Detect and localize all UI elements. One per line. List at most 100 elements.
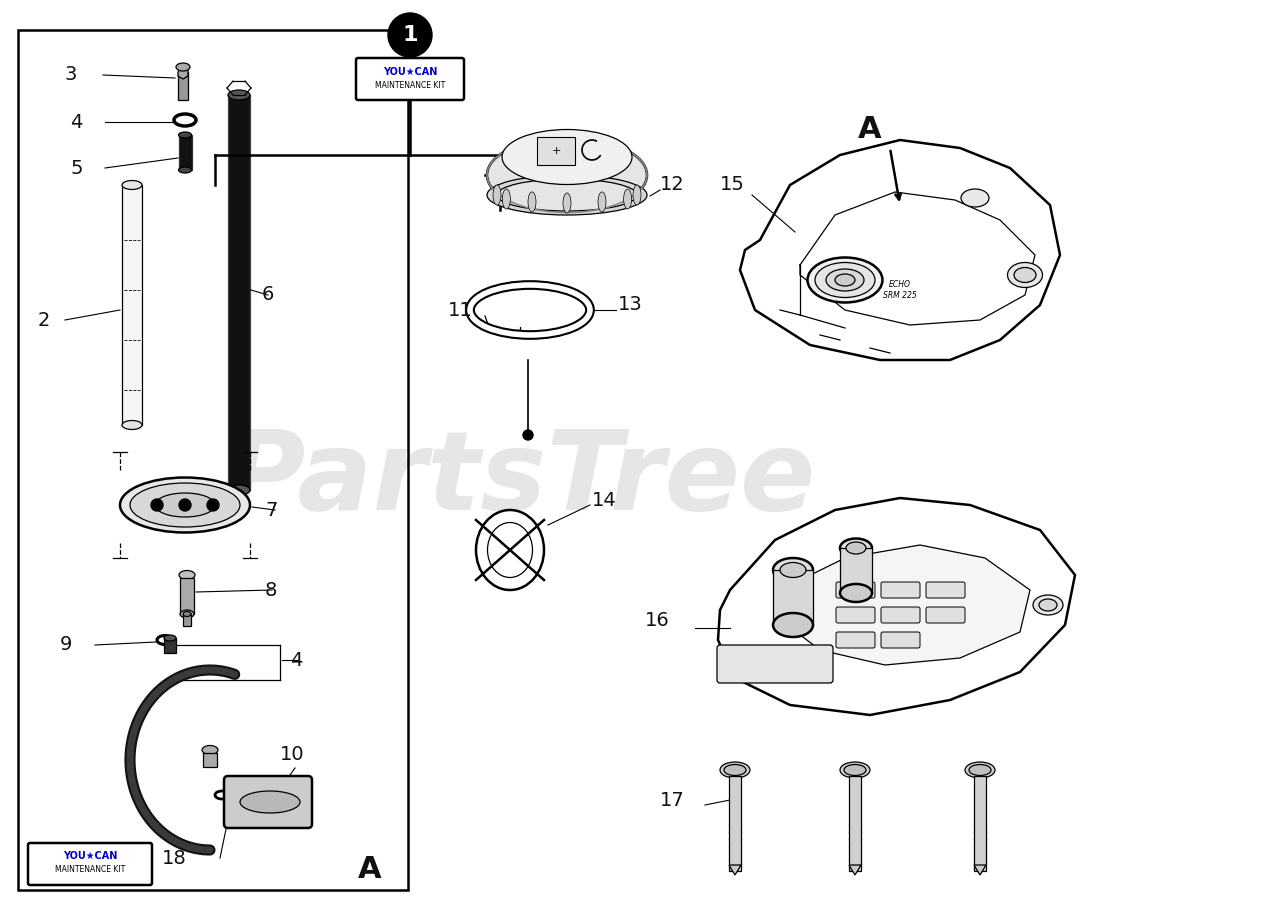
Text: YOU★CAN: YOU★CAN xyxy=(383,67,438,77)
Ellipse shape xyxy=(840,762,870,778)
Bar xyxy=(730,776,741,871)
Bar xyxy=(183,614,191,626)
Text: 4: 4 xyxy=(70,112,82,131)
Ellipse shape xyxy=(122,180,142,189)
Text: 6: 6 xyxy=(262,285,274,304)
Ellipse shape xyxy=(178,167,192,173)
Ellipse shape xyxy=(164,635,177,641)
Bar xyxy=(974,776,986,871)
Circle shape xyxy=(524,430,532,440)
Ellipse shape xyxy=(563,193,571,213)
Ellipse shape xyxy=(846,542,867,554)
FancyBboxPatch shape xyxy=(881,582,920,598)
Polygon shape xyxy=(178,65,188,79)
Bar xyxy=(538,137,575,165)
Text: 7: 7 xyxy=(265,500,278,519)
FancyBboxPatch shape xyxy=(925,582,965,598)
Text: 1: 1 xyxy=(402,25,417,45)
FancyBboxPatch shape xyxy=(28,843,152,885)
Ellipse shape xyxy=(719,762,750,778)
Circle shape xyxy=(179,499,191,511)
Text: 12: 12 xyxy=(660,176,685,195)
Ellipse shape xyxy=(1039,599,1057,611)
Text: 2: 2 xyxy=(38,311,50,330)
Text: A: A xyxy=(358,855,381,885)
Ellipse shape xyxy=(179,570,195,579)
Bar xyxy=(840,548,872,593)
Bar xyxy=(228,95,250,490)
Text: 13: 13 xyxy=(618,295,643,314)
FancyBboxPatch shape xyxy=(881,632,920,648)
FancyBboxPatch shape xyxy=(881,607,920,623)
Ellipse shape xyxy=(598,192,605,212)
Circle shape xyxy=(207,499,219,511)
Text: ECHO
SRM 225: ECHO SRM 225 xyxy=(883,281,916,300)
Ellipse shape xyxy=(131,483,241,527)
Ellipse shape xyxy=(177,63,189,71)
Bar xyxy=(773,570,813,625)
FancyBboxPatch shape xyxy=(836,632,876,648)
Text: 5: 5 xyxy=(70,159,82,178)
Text: MAINTENANCE KIT: MAINTENANCE KIT xyxy=(55,865,125,875)
Text: 11: 11 xyxy=(448,301,472,320)
Bar xyxy=(180,578,195,614)
Ellipse shape xyxy=(961,189,989,207)
Ellipse shape xyxy=(808,258,882,302)
Text: 15: 15 xyxy=(719,176,745,195)
Bar xyxy=(179,135,192,170)
Ellipse shape xyxy=(724,764,746,775)
FancyBboxPatch shape xyxy=(356,58,465,100)
Text: 14: 14 xyxy=(591,490,617,509)
Circle shape xyxy=(151,499,163,511)
Polygon shape xyxy=(730,865,741,875)
Ellipse shape xyxy=(969,764,991,775)
Bar xyxy=(122,185,142,425)
Ellipse shape xyxy=(178,132,192,138)
Text: 16: 16 xyxy=(645,610,669,630)
FancyBboxPatch shape xyxy=(836,607,876,623)
Bar xyxy=(204,753,218,767)
Ellipse shape xyxy=(815,262,876,298)
Text: 3: 3 xyxy=(65,66,77,85)
Ellipse shape xyxy=(241,791,300,813)
Ellipse shape xyxy=(1007,262,1042,288)
Ellipse shape xyxy=(228,90,250,100)
Ellipse shape xyxy=(835,274,855,286)
FancyBboxPatch shape xyxy=(925,607,965,623)
Text: 4: 4 xyxy=(291,650,302,670)
Ellipse shape xyxy=(122,421,142,429)
Ellipse shape xyxy=(844,764,867,775)
Bar xyxy=(178,72,188,100)
Text: 17: 17 xyxy=(660,791,685,810)
Ellipse shape xyxy=(202,745,218,754)
Ellipse shape xyxy=(486,138,646,212)
Ellipse shape xyxy=(634,185,641,205)
Bar xyxy=(18,30,408,890)
Ellipse shape xyxy=(155,493,215,517)
Bar xyxy=(164,638,177,653)
Text: 10: 10 xyxy=(280,745,305,764)
FancyBboxPatch shape xyxy=(836,582,876,598)
Text: YOU★CAN: YOU★CAN xyxy=(63,851,118,861)
Ellipse shape xyxy=(529,192,536,212)
Ellipse shape xyxy=(476,510,544,590)
Ellipse shape xyxy=(623,189,631,209)
Ellipse shape xyxy=(486,294,573,326)
Text: 9: 9 xyxy=(60,636,73,654)
Ellipse shape xyxy=(183,611,191,617)
Ellipse shape xyxy=(773,613,813,637)
Text: PartsTree: PartsTree xyxy=(224,426,817,534)
Text: 18: 18 xyxy=(163,848,187,867)
Ellipse shape xyxy=(773,558,813,582)
Ellipse shape xyxy=(486,175,646,215)
Ellipse shape xyxy=(1014,268,1036,282)
Text: MAINTENANCE KIT: MAINTENANCE KIT xyxy=(375,81,445,90)
Ellipse shape xyxy=(826,269,864,291)
Polygon shape xyxy=(718,498,1075,715)
FancyBboxPatch shape xyxy=(717,645,833,683)
Circle shape xyxy=(388,13,433,57)
Ellipse shape xyxy=(502,129,632,185)
Ellipse shape xyxy=(502,189,511,209)
Ellipse shape xyxy=(840,584,872,602)
Ellipse shape xyxy=(780,562,806,578)
